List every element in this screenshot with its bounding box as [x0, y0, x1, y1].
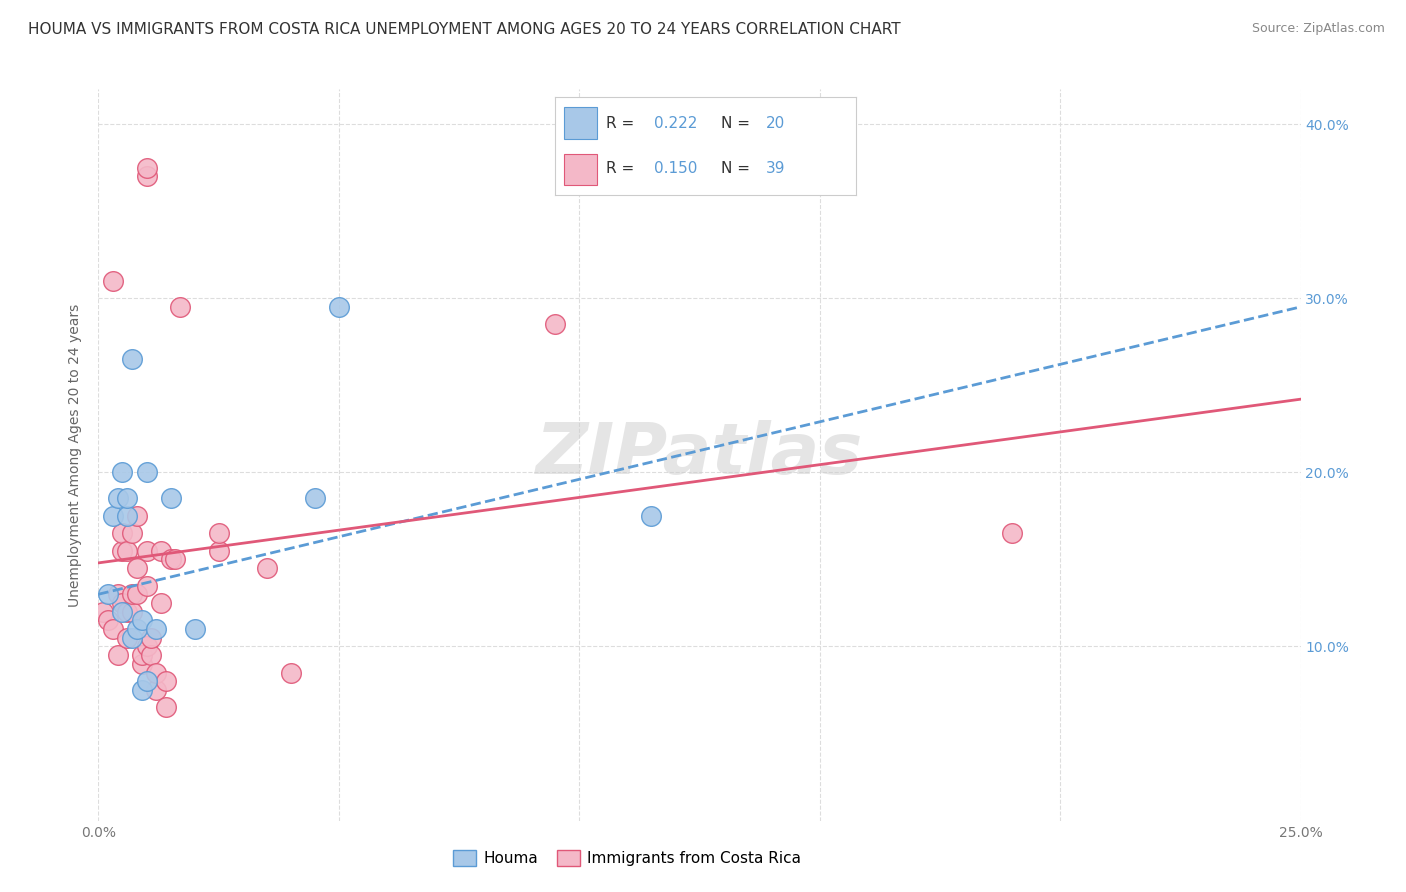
Point — [121, 526, 143, 541]
Point — [111, 605, 134, 619]
Point — [117, 605, 139, 619]
Point — [135, 161, 157, 175]
Point — [97, 587, 120, 601]
Point — [165, 552, 187, 566]
Point — [159, 491, 181, 506]
Point — [183, 622, 205, 636]
Point — [135, 543, 157, 558]
Point — [117, 508, 139, 523]
Point — [145, 683, 167, 698]
Point — [640, 508, 662, 523]
Point — [256, 561, 278, 575]
Point — [111, 596, 134, 610]
Legend: Houma, Immigrants from Costa Rica: Houma, Immigrants from Costa Rica — [444, 841, 811, 875]
Point — [208, 543, 231, 558]
Point — [159, 552, 181, 566]
Point — [149, 596, 172, 610]
Point — [125, 561, 148, 575]
Point — [121, 605, 143, 619]
Point — [107, 491, 129, 506]
Point — [125, 508, 148, 523]
Text: HOUMA VS IMMIGRANTS FROM COSTA RICA UNEMPLOYMENT AMONG AGES 20 TO 24 YEARS CORRE: HOUMA VS IMMIGRANTS FROM COSTA RICA UNEM… — [28, 22, 901, 37]
Point — [131, 657, 153, 671]
Point — [1001, 526, 1024, 541]
Point — [91, 605, 114, 619]
Point — [141, 631, 163, 645]
Point — [125, 587, 148, 601]
Point — [169, 300, 191, 314]
Point — [117, 543, 139, 558]
Point — [97, 613, 120, 627]
Point — [141, 648, 163, 663]
Point — [101, 622, 124, 636]
Point — [121, 631, 143, 645]
Point — [145, 665, 167, 680]
Point — [117, 491, 139, 506]
Point — [135, 578, 157, 592]
Point — [208, 526, 231, 541]
Point — [145, 622, 167, 636]
Point — [280, 665, 302, 680]
Point — [155, 674, 177, 689]
Point — [111, 543, 134, 558]
Point — [111, 526, 134, 541]
Point — [125, 622, 148, 636]
Point — [121, 352, 143, 367]
Point — [111, 466, 134, 480]
Text: ZIPatlas: ZIPatlas — [536, 420, 863, 490]
Point — [328, 300, 350, 314]
Point — [107, 648, 129, 663]
Point — [135, 674, 157, 689]
Point — [101, 508, 124, 523]
Point — [135, 640, 157, 654]
Point — [135, 169, 157, 184]
Point — [117, 631, 139, 645]
Point — [131, 648, 153, 663]
Point — [131, 613, 153, 627]
Point — [149, 543, 172, 558]
Y-axis label: Unemployment Among Ages 20 to 24 years: Unemployment Among Ages 20 to 24 years — [69, 303, 83, 607]
Point — [135, 466, 157, 480]
Point — [304, 491, 326, 506]
Point — [131, 683, 153, 698]
Point — [544, 318, 567, 332]
Text: Source: ZipAtlas.com: Source: ZipAtlas.com — [1251, 22, 1385, 36]
Point — [107, 587, 129, 601]
Point — [121, 587, 143, 601]
Point — [101, 274, 124, 288]
Point — [155, 700, 177, 714]
